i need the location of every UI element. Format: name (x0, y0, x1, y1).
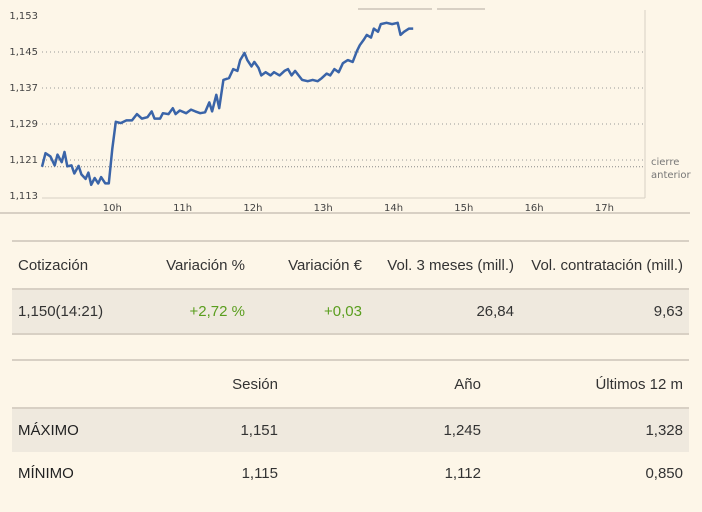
previous-close-label-2: anterior (651, 170, 692, 181)
x-tick-label: 17h (595, 203, 614, 214)
y-tick-label: 1,121 (9, 155, 38, 166)
header-ultimos-12m: Últimos 12 m (487, 359, 689, 409)
label-minimo: MÍNIMO (12, 452, 167, 494)
header-ano: Año (284, 359, 487, 409)
row-minimo: MÍNIMO 1,115 1,112 0,850 (12, 452, 689, 494)
header-cotizacion: Cotización (12, 240, 144, 290)
y-tick-label: 1,129 (9, 119, 38, 130)
chart-top-tab-right (437, 8, 485, 10)
minimo-sesion: 1,115 (167, 452, 284, 494)
value-variacion-pct: +2,72 % (144, 289, 251, 335)
x-tick-label: 16h (525, 203, 544, 214)
header-vol-3-meses: Vol. 3 meses (mill.) (368, 240, 520, 290)
quote-values-row: 1,150(14:21) +2,72 % +0,03 26,84 9,63 (12, 289, 689, 335)
price-series-line (40, 21, 414, 187)
maximo-sesion: 1,151 (167, 408, 284, 452)
price-chart: 1,153 1,145 1,137 1,129 1,121 1,113 10h 11h 12h… (0, 8, 692, 214)
header-empty (12, 359, 167, 409)
value-variacion-eur: +0,03 (251, 289, 368, 335)
row-maximo: MÁXIMO 1,151 1,245 1,328 (12, 408, 689, 452)
header-vol-contratacion: Vol. contratación (mill.) (520, 240, 689, 290)
value-vol-3-meses: 26,84 (368, 289, 520, 335)
quote-table: Cotización Variación % Variación € Vol. … (12, 240, 689, 335)
x-tick-label: 10h (103, 203, 122, 214)
y-tick-label: 1,153 (9, 11, 38, 22)
ranges-header-row: Sesión Año Últimos 12 m (12, 359, 689, 409)
quote-header-row: Cotización Variación % Variación € Vol. … (12, 240, 689, 290)
maximo-ano: 1,245 (284, 408, 487, 452)
previous-close-label-1: cierre (651, 157, 679, 168)
header-sesion: Sesión (167, 359, 284, 409)
x-tick-label: 15h (454, 203, 473, 214)
header-variacion-eur: Variación € (251, 240, 368, 290)
ranges-table: Sesión Año Últimos 12 m MÁXIMO 1,151 1,2… (12, 359, 689, 494)
chart-top-tab-left (358, 8, 432, 10)
x-tick-label: 14h (384, 203, 403, 214)
minimo-12m: 0,850 (487, 452, 689, 494)
y-tick-label: 1,113 (9, 191, 38, 202)
x-tick-label: 11h (173, 203, 192, 214)
chart-x-ticks: 10h 11h 12h 13h 14h 15h 16h 17h (103, 203, 614, 214)
label-maximo: MÁXIMO (12, 408, 167, 452)
chart-y-ticks: 1,153 1,145 1,137 1,129 1,121 1,113 (9, 11, 38, 202)
y-tick-label: 1,137 (9, 83, 38, 94)
y-tick-label: 1,145 (9, 47, 38, 58)
chart-plot-area (42, 8, 645, 198)
x-tick-label: 13h (314, 203, 333, 214)
header-variacion-pct: Variación % (144, 240, 251, 290)
chart-gridlines (42, 51, 645, 161)
minimo-ano: 1,112 (284, 452, 487, 494)
x-tick-label: 12h (243, 203, 262, 214)
value-cotizacion: 1,150(14:21) (12, 289, 144, 335)
value-vol-contratacion: 9,63 (520, 289, 689, 335)
maximo-12m: 1,328 (487, 408, 689, 452)
